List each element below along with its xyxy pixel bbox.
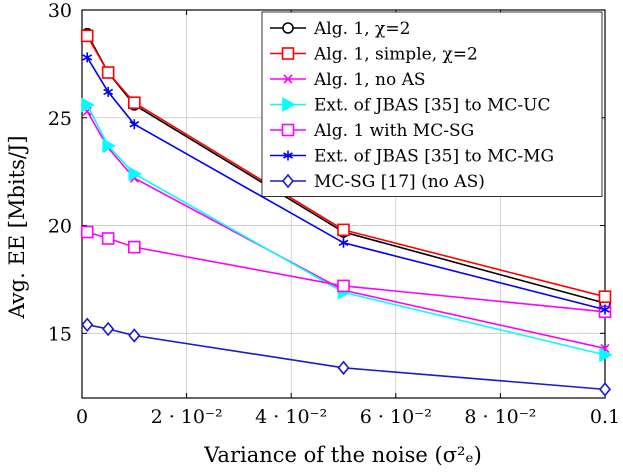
series-5 xyxy=(80,225,612,319)
square-marker xyxy=(281,123,295,137)
square-marker xyxy=(337,279,350,293)
square-marker xyxy=(80,225,94,239)
square-marker xyxy=(101,66,115,79)
series-7 xyxy=(81,317,612,397)
asterisk-marker xyxy=(82,52,93,63)
series-6 xyxy=(82,52,610,315)
diamond-marker xyxy=(337,360,350,376)
y-tick-label: 30 xyxy=(48,0,72,22)
legend-entry: Alg. 1, no AS xyxy=(270,70,426,90)
square-marker xyxy=(598,290,612,303)
x-axis-label: Variance of the noise (σ²ₑ) xyxy=(203,443,482,467)
asterisk-marker xyxy=(129,119,140,130)
square-marker xyxy=(281,47,295,60)
legend-label: Alg. 1 with MC-SG xyxy=(313,121,474,141)
asterisk-marker xyxy=(103,86,114,97)
triangle-marker xyxy=(128,166,142,182)
x-tick-label: 2 · 10⁻² xyxy=(151,406,223,428)
asterisk-marker xyxy=(600,304,610,315)
series-2 xyxy=(80,29,612,303)
x-tick-label: 0 xyxy=(76,406,88,428)
legend-entry: Ext. of JBAS [35] to MC-UC xyxy=(270,96,550,116)
diamond-marker xyxy=(102,321,115,337)
x-tick-label: 4 · 10⁻² xyxy=(255,406,327,428)
square-marker xyxy=(101,232,115,245)
square-marker xyxy=(128,240,141,254)
diamond-marker xyxy=(81,317,94,332)
legend-label: Alg. 1, simple, χ=2 xyxy=(313,45,478,65)
legend: Alg. 1, χ=2 Alg. 1, simple, χ=2 Alg. 1, no… xyxy=(261,11,603,197)
legend-entry: MC-SG [17] (no AS) xyxy=(270,172,485,192)
asterisk-marker xyxy=(283,150,293,161)
legend-entry: Alg. 1, χ=2 xyxy=(270,19,410,39)
x-tick-label: 6 · 10⁻² xyxy=(360,406,432,428)
diamond-marker xyxy=(281,173,295,189)
square-marker xyxy=(128,96,141,109)
asterisk-marker xyxy=(338,237,349,248)
x-tick-label: 0.1 xyxy=(590,406,620,428)
axis-ticks: 0 2 · 10⁻² 4 · 10⁻² 6 · 10⁻² 8 · 10⁻² 0.1 15 20… xyxy=(48,0,620,428)
circle-marker xyxy=(282,22,294,34)
x-marker xyxy=(283,74,293,84)
legend-label: Ext. of JBAS [35] to MC-UC xyxy=(314,96,550,116)
series-line xyxy=(87,323,606,391)
legend-entry: Alg. 1, simple, χ=2 xyxy=(270,45,478,65)
triangle-marker xyxy=(81,97,95,113)
series-group xyxy=(80,27,613,397)
x-tick-label: 8 · 10⁻² xyxy=(464,406,536,428)
legend-entry: Alg. 1 with MC-SG xyxy=(270,121,474,141)
plot-frame xyxy=(81,9,606,399)
y-tick-label: 15 xyxy=(48,323,72,345)
triangle-marker xyxy=(282,97,296,112)
diamond-marker xyxy=(128,328,141,343)
legend-box xyxy=(261,11,603,197)
diamond-marker xyxy=(598,382,612,397)
square-marker xyxy=(80,29,94,43)
legend-label: Ext. of JBAS [35] to MC-MG xyxy=(314,147,554,167)
legend-label: MC-SG [17] (no AS) xyxy=(314,172,485,192)
triangle-marker xyxy=(102,138,116,154)
square-marker xyxy=(337,223,350,237)
triangle-marker xyxy=(599,347,613,363)
y-tick-label: 25 xyxy=(48,108,72,130)
legend-entry: Ext. of JBAS [35] to MC-MG xyxy=(270,147,554,167)
legend-label: Alg. 1, no AS xyxy=(313,70,426,90)
y-tick-label: 20 xyxy=(48,216,72,238)
legend-label: Alg. 1, χ=2 xyxy=(313,19,410,39)
y-axis-label: Avg. EE [Mbits/J] xyxy=(5,135,29,319)
